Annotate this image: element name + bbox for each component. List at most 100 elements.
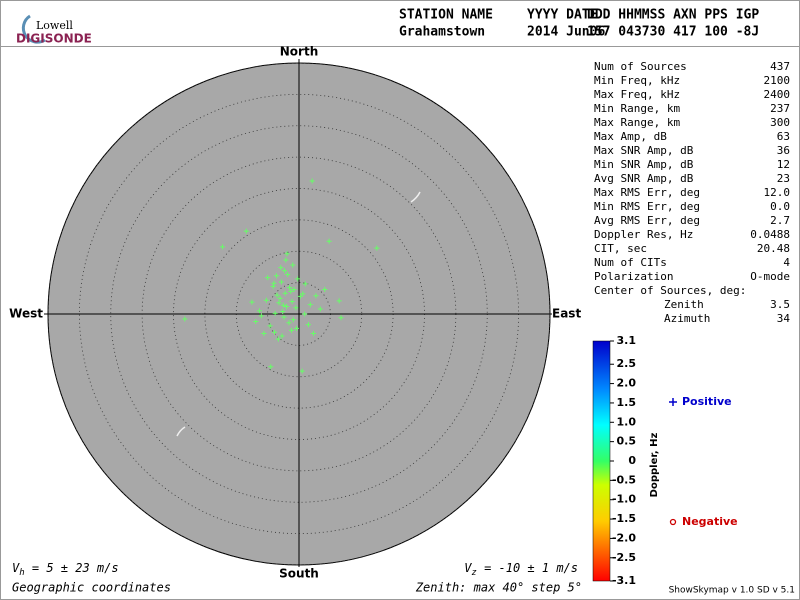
source-point — [310, 330, 316, 336]
source-point — [268, 364, 274, 370]
stat-label: Min RMS Err, deg — [594, 200, 700, 213]
velocity-value: = 5 ± 23 m/s — [25, 561, 119, 575]
source-point — [302, 281, 308, 287]
colorbar-tick-label: 2.0 — [617, 377, 637, 390]
source-point — [287, 285, 293, 291]
source-point — [290, 262, 296, 268]
version-label: ShowSkymap v 1.0 SD v 5.1 — [669, 586, 795, 596]
header-value: 157 043730 417 100 -8J — [587, 25, 759, 40]
stat-value: 63 — [777, 130, 790, 143]
header-value: Grahamstown — [399, 25, 485, 40]
logo-text: DIGISONDE — [16, 32, 92, 46]
source-point — [182, 316, 188, 322]
source-point — [283, 303, 289, 309]
velocity-symbol: V — [12, 561, 20, 575]
source-point — [295, 276, 301, 282]
stat-value: 36 — [777, 144, 790, 157]
colorbar-tick-label: -1.0 — [612, 493, 636, 506]
source-point — [326, 238, 332, 244]
stat-label: Min SNR Amp, dB — [594, 158, 694, 171]
source-point — [293, 305, 299, 311]
source-point — [282, 268, 288, 274]
source-point — [282, 290, 288, 296]
source-point — [256, 308, 262, 314]
stat-value: 34 — [777, 312, 791, 325]
source-point — [288, 288, 294, 294]
source-point — [267, 323, 273, 329]
source-point — [297, 293, 303, 299]
source-point — [374, 245, 380, 251]
stat-label: Polarization — [594, 270, 673, 283]
stat-value: 12.0 — [764, 186, 791, 199]
stat-value: 23 — [777, 172, 790, 185]
stat-value: 4 — [783, 256, 790, 269]
colorbar-tick-label: 0.5 — [617, 435, 637, 448]
legend-marker — [669, 518, 677, 526]
source-point — [276, 300, 282, 306]
source-point — [273, 273, 279, 279]
direction-label: South — [279, 567, 319, 581]
source-point — [286, 320, 292, 326]
velocity-subscript: h — [19, 568, 24, 578]
coords-label: Geographic coordinates — [12, 581, 171, 595]
source-point — [288, 327, 294, 333]
legend-marker — [669, 398, 677, 406]
artifact — [410, 191, 421, 203]
zenith-label: Zenith: max 40° step 5° — [415, 581, 582, 595]
header-label: STATION NAME — [399, 8, 493, 23]
stat-label: Min Freq, kHz — [594, 74, 680, 87]
stat-value: 3.5 — [770, 298, 790, 311]
colorbar-tick-label: 1.0 — [617, 415, 637, 428]
stat-value: 0.0488 — [750, 228, 790, 241]
source-point — [281, 314, 287, 320]
source-point — [313, 293, 319, 299]
stat-value: 12 — [777, 158, 790, 171]
source-point — [289, 298, 295, 304]
header-label: YYYY DATE — [527, 8, 597, 23]
stat-value: O-mode — [750, 270, 790, 283]
logo-swoosh — [21, 14, 46, 44]
source-point — [265, 275, 271, 281]
source-point — [278, 265, 284, 271]
source-point — [299, 368, 305, 374]
source-point — [278, 279, 284, 285]
source-point — [219, 244, 225, 250]
source-point — [290, 317, 296, 323]
source-point — [272, 329, 278, 335]
source-point — [302, 311, 308, 317]
source-point — [285, 271, 291, 277]
source-point — [283, 257, 289, 263]
stat-label: Max Range, km — [594, 116, 680, 129]
source-point — [274, 292, 280, 298]
source-point — [270, 283, 276, 289]
source-point — [271, 280, 277, 286]
direction-label: West — [9, 307, 43, 321]
velocity-subscript: z — [471, 568, 476, 578]
source-point — [261, 330, 267, 336]
velocity-label: Vh = 5 ± 23 m/s — [12, 561, 119, 578]
stat-label: Center of Sources, deg: — [594, 284, 746, 297]
stat-value: 2400 — [764, 88, 791, 101]
colorbar-tick-label: 0 — [628, 454, 636, 467]
stat-label: Max Amp, dB — [594, 130, 667, 143]
colorbar-tick-label: -2.0 — [612, 531, 636, 544]
stat-value: 437 — [770, 60, 790, 73]
source-point — [300, 291, 306, 297]
source-point — [253, 319, 259, 325]
stat-value: 2.7 — [770, 214, 790, 227]
colorbar-tick-label: -0.5 — [612, 473, 636, 486]
velocity-symbol: V — [464, 561, 472, 575]
stat-value: 20.48 — [757, 242, 790, 255]
source-point — [336, 298, 342, 304]
source-point — [307, 302, 313, 308]
colorbar-tick-label: -3.1 — [612, 574, 636, 587]
legend-label: Negative — [682, 515, 738, 528]
stat-label: Azimuth — [664, 312, 710, 325]
source-point — [305, 322, 311, 328]
stat-label: Max Freq, kHz — [594, 88, 680, 101]
stat-value: 2100 — [764, 74, 791, 87]
direction-label: North — [280, 45, 318, 59]
source-point — [279, 333, 285, 339]
source-point — [338, 315, 344, 321]
